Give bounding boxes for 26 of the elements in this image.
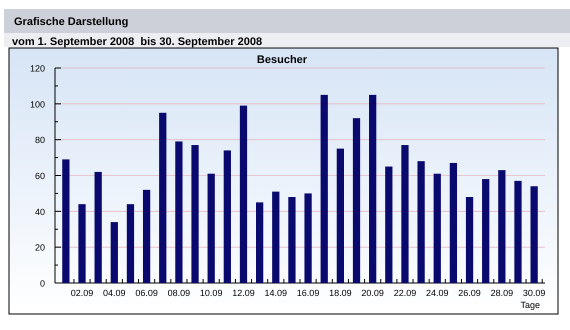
y-tick-label: 100 bbox=[30, 99, 45, 110]
chart-title: Grafische Darstellung bbox=[14, 16, 128, 28]
y-tick-label: 40 bbox=[34, 206, 45, 217]
x-tick-label: 02.09 bbox=[70, 288, 94, 298]
x-tick-label: 20.09 bbox=[361, 288, 384, 298]
y-tick-label: 60 bbox=[34, 171, 45, 181]
x-tick-label: 16.09 bbox=[296, 288, 320, 298]
x-tick-label: 14.09 bbox=[264, 288, 288, 298]
x-tick-label: 24.09 bbox=[426, 288, 449, 298]
x-tick-label: 08.09 bbox=[168, 288, 190, 298]
x-tick-label: 22.09 bbox=[394, 288, 416, 298]
y-tick-label: 120 bbox=[30, 64, 45, 74]
x-tick-label: 18.09 bbox=[329, 288, 352, 298]
y-tick-label: 80 bbox=[34, 135, 45, 146]
text: Besucher bbox=[256, 54, 308, 66]
chart-subtitle: vom 1. September 2008 bis 30. September 2008 bbox=[12, 36, 262, 48]
x-tick-label: 30.09 bbox=[522, 288, 546, 298]
x-tick-label: 06.09 bbox=[135, 288, 158, 298]
y-tick-label: 20 bbox=[34, 242, 45, 253]
x-tick-label: 28.09 bbox=[490, 288, 514, 298]
x-tick-label: 26.09 bbox=[458, 288, 481, 298]
y-tick-label: 0 bbox=[40, 278, 45, 288]
x-tick-label: 04.09 bbox=[103, 288, 126, 298]
x-tick-label: 10.09 bbox=[200, 288, 222, 298]
x-tick-label: 12.09 bbox=[232, 288, 255, 298]
x-axis-title: Tage bbox=[520, 300, 540, 310]
